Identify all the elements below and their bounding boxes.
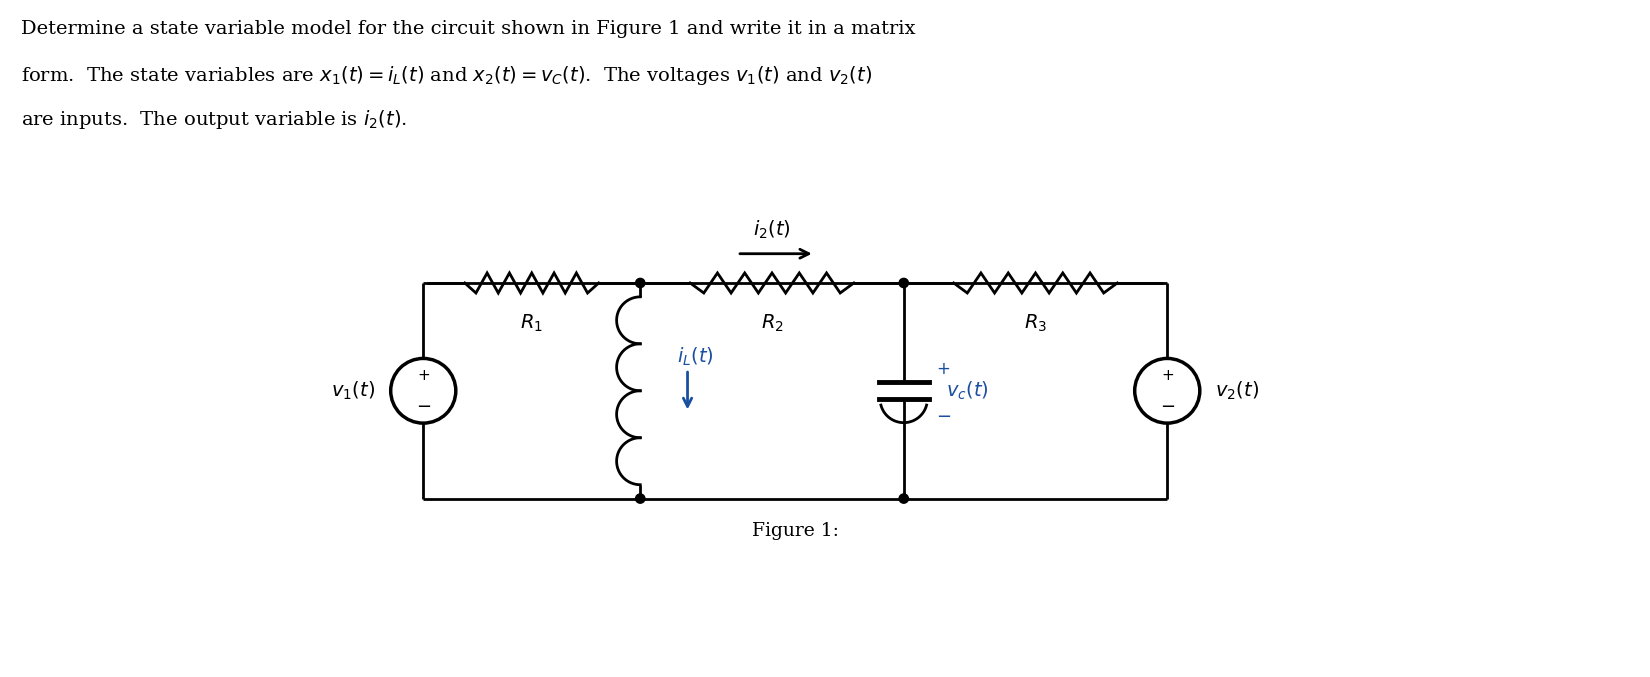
- Text: $R_3$: $R_3$: [1025, 312, 1048, 334]
- Text: Determine a state variable model for the circuit shown in Figure 1 and write it : Determine a state variable model for the…: [21, 20, 916, 39]
- Text: $i_2(t)$: $i_2(t)$: [752, 219, 790, 242]
- Text: $i_L(t)$: $i_L(t)$: [678, 345, 714, 368]
- Text: $+$: $+$: [936, 361, 950, 378]
- Circle shape: [635, 278, 645, 288]
- Text: $R_2$: $R_2$: [761, 312, 784, 334]
- Text: $+$: $+$: [417, 369, 429, 383]
- Text: are inputs.  The output variable is $i_2(t)$.: are inputs. The output variable is $i_2(…: [21, 108, 408, 131]
- Text: $-$: $-$: [936, 406, 952, 424]
- Text: $v_c(t)$: $v_c(t)$: [947, 380, 990, 402]
- Circle shape: [635, 494, 645, 503]
- Text: $-$: $-$: [1160, 396, 1175, 414]
- Text: $+$: $+$: [1160, 369, 1173, 383]
- Text: $R_1$: $R_1$: [520, 312, 543, 334]
- Text: form.  The state variables are $x_1(t) = i_L(t)$ and $x_2(t) = v_C(t)$.  The vol: form. The state variables are $x_1(t) = …: [21, 64, 873, 87]
- Text: $v_1(t)$: $v_1(t)$: [332, 380, 375, 402]
- Text: $v_2(t)$: $v_2(t)$: [1216, 380, 1259, 402]
- Text: Figure 1:: Figure 1:: [752, 522, 838, 540]
- Circle shape: [899, 278, 909, 288]
- Circle shape: [899, 494, 909, 503]
- Text: $-$: $-$: [416, 396, 431, 414]
